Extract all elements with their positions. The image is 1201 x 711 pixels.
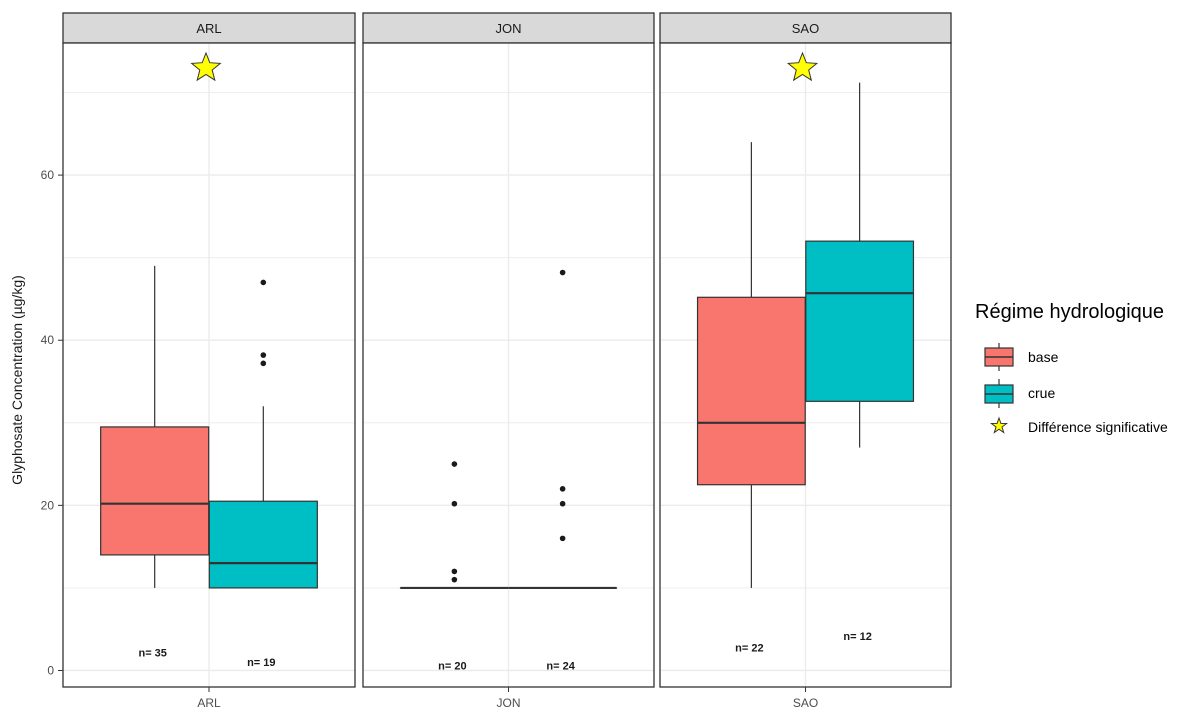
n-label-arl-crue: n= 19 — [247, 657, 275, 669]
y-tick-label: 40 — [41, 333, 55, 347]
y-tick-label: 20 — [41, 498, 55, 512]
facet-strip-label-arl: ARL — [196, 21, 221, 36]
facet-strip-sao — [659, 12, 952, 44]
facet-strip-label-sao: SAO — [792, 21, 819, 36]
legend-label-base: base — [1028, 349, 1059, 365]
x-tick-label-jon: JON — [497, 696, 521, 710]
box-sao-base — [696, 296, 806, 486]
facet-strip-jon — [362, 12, 655, 44]
outlier-point-jon-base — [451, 576, 458, 583]
n-label-sao-crue: n= 12 — [843, 631, 871, 643]
outlier-point-jon-crue — [559, 500, 566, 507]
outlier-point-jon-crue — [559, 269, 566, 276]
legend-item-star: Différence significative — [989, 416, 1168, 435]
n-label-sao-base: n= 22 — [735, 642, 763, 654]
legend-item-crue: crue — [984, 379, 1055, 408]
y-tick-label: 0 — [47, 663, 54, 677]
outlier-point-jon-crue — [559, 486, 566, 492]
y-tick-label: 60 — [41, 168, 55, 182]
legend: Régime hydrologique base crue Différence… — [975, 301, 1168, 435]
outlier-point-jon-crue — [559, 535, 566, 542]
legend-label-star: Différence significative — [1028, 419, 1168, 435]
facet-strip-label-jon: JON — [496, 21, 522, 36]
outlier-point-jon-base — [451, 568, 458, 575]
outlier-point-arl-crue — [260, 352, 267, 358]
n-label-jon-base: n= 20 — [438, 661, 466, 673]
box-arl-base — [100, 426, 210, 556]
outlier-point-jon-base — [451, 461, 458, 467]
star-icon — [989, 416, 1009, 434]
n-label-arl-base: n= 35 — [138, 647, 166, 659]
outlier-point-arl-crue — [260, 360, 267, 367]
x-tick-label-arl: ARL — [197, 696, 221, 710]
box-arl-crue — [208, 500, 318, 589]
star-icon-sao — [786, 51, 819, 82]
legend-title: Régime hydrologique — [975, 301, 1164, 323]
n-label-jon-crue: n= 24 — [546, 661, 575, 673]
legend-label-crue: crue — [1028, 385, 1055, 401]
x-tick-label-sao: SAO — [793, 696, 818, 710]
facet-strip-arl — [62, 12, 356, 44]
outlier-point-arl-crue — [260, 279, 267, 286]
facet-panels: 0 20 40 60 ARL n= 35 n= 19 ARL JON n= 20 n= 24 JON S… — [41, 12, 952, 710]
legend-item-base: base — [984, 343, 1059, 371]
y-axis-label: Glyphosate Concentration (µg/kg) — [9, 275, 25, 485]
star-icon-arl — [190, 51, 222, 82]
outlier-point-jon-base — [451, 500, 458, 507]
box-sao-crue — [805, 240, 915, 402]
